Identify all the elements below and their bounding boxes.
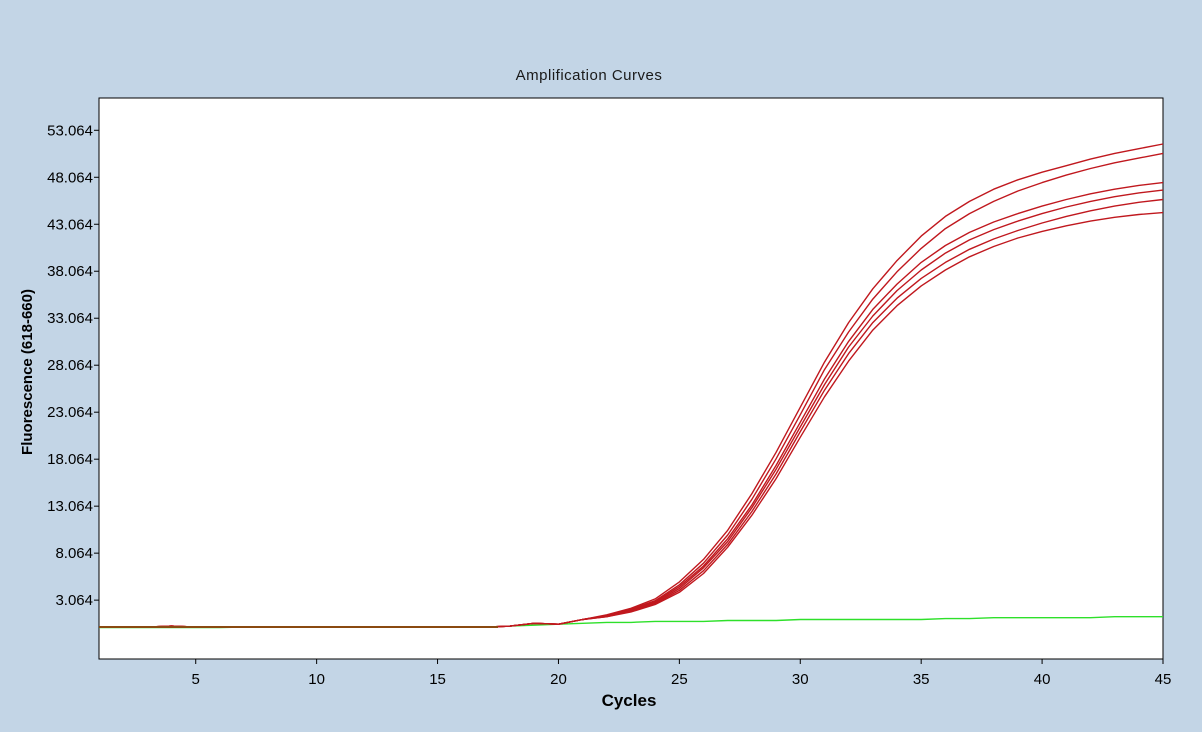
- y-tick-label: 28.064: [47, 357, 93, 374]
- x-tick-label: 25: [671, 671, 688, 688]
- x-tick-label: 40: [1034, 671, 1051, 688]
- x-axis-label: Cycles: [602, 691, 657, 710]
- y-tick-label: 38.064: [47, 263, 93, 280]
- y-tick-label: 8.064: [55, 545, 93, 562]
- y-tick-label: 23.064: [47, 404, 93, 421]
- chart-title: Amplification Curves: [516, 67, 663, 84]
- y-tick-label: 33.064: [47, 310, 93, 327]
- y-tick-label: 43.064: [47, 216, 93, 233]
- y-tick-label: 13.064: [47, 498, 93, 515]
- x-tick-label: 30: [792, 671, 809, 688]
- x-axis: 5 10 15 20 25 30 35 40 45: [192, 659, 1172, 688]
- plot-area: [98, 97, 1164, 660]
- y-axis: 3.064 8.064 13.064 18.064 23.064 28.064 33.064…: [47, 122, 99, 609]
- x-tick-label: 35: [913, 671, 930, 688]
- y-tick-label: 18.064: [47, 451, 93, 468]
- y-tick-label: 3.064: [55, 592, 93, 609]
- x-tick-label: 15: [429, 671, 446, 688]
- y-tick-label: 48.064: [47, 169, 93, 186]
- x-tick-label: 45: [1155, 671, 1172, 688]
- x-tick-label: 20: [550, 671, 567, 688]
- y-tick-label: 53.064: [47, 122, 93, 139]
- x-tick-label: 5: [192, 671, 200, 688]
- x-tick-label: 10: [308, 671, 325, 688]
- y-axis-label: Fluorescence (618-660): [19, 289, 36, 455]
- series-layer: [99, 143, 1164, 629]
